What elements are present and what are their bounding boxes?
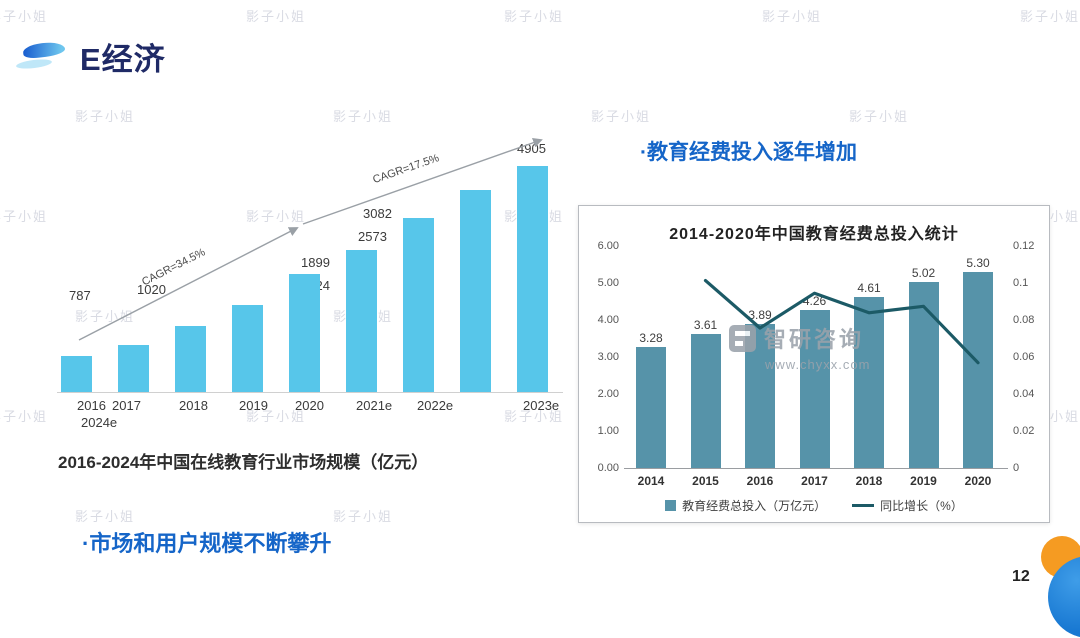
watermark-text: 影子小姐 — [1020, 9, 1080, 24]
market-x-tick: 2018 — [179, 398, 208, 413]
watermark-text: 影子小姐 — [246, 9, 307, 24]
edu-bar — [636, 346, 666, 468]
edu-chart-title: 2014-2020年中国教育经费总投入统计 — [669, 226, 959, 243]
bullet-funding-growth: ·教育经费投入逐年增加 — [640, 141, 857, 164]
chart-legend: 教育经费总投入（万亿元） 同比增长（%） — [579, 497, 1049, 514]
edu-bar-value: 4.26 — [802, 294, 827, 309]
legend-line-swatch — [852, 504, 875, 507]
market-bar — [403, 218, 434, 392]
edu-bar — [963, 271, 993, 468]
market-bar-value: 4905 — [517, 141, 546, 156]
watermark-text: 影子小姐 — [591, 109, 652, 124]
edu-x-tick: 2014 — [637, 474, 665, 488]
edu-left-axis-tick: 1.00 — [597, 425, 619, 437]
market-x-axis-line — [57, 392, 563, 393]
swoosh-underline-icon — [15, 57, 53, 71]
edu-left-axis-tick: 4.00 — [597, 314, 619, 326]
market-bar-value: 1020 — [137, 282, 166, 297]
edu-bar-value: 3.61 — [693, 318, 718, 333]
edu-right-axis-tick: 0.08 — [1013, 314, 1035, 326]
edu-funding-chart: 2014-2020年中国教育经费总投入统计 6.00 5.00 4.00 3.00 2.… — [578, 205, 1050, 523]
edu-x-tick: 2016 — [746, 474, 774, 488]
legend-item-line: 同比增长（%） — [852, 497, 963, 514]
market-bar — [118, 345, 149, 392]
watermark-text: 影子小姐 — [0, 209, 49, 224]
watermark-text: 影子小姐 — [849, 109, 910, 124]
market-bar — [517, 166, 548, 392]
edu-left-axis-tick: 2.00 — [597, 388, 619, 400]
source-url: www.chyxx.com — [765, 357, 871, 372]
edu-bar-value: 3.28 — [639, 330, 663, 345]
watermark-text: 影子小姐 — [75, 509, 136, 524]
market-x-tick: 2022e — [417, 398, 454, 413]
watermark-text: 影子小姐 — [333, 509, 394, 524]
market-x-tick: 2024e — [81, 415, 118, 430]
market-chart: 7871020142418992573308237824393490520162… — [55, 130, 575, 432]
edu-left-axis-tick: 0.00 — [597, 462, 619, 474]
slide-title-icon — [15, 40, 72, 74]
page-title: E经济 — [80, 42, 166, 77]
watermark-text: 影子小姐 — [75, 109, 136, 124]
edu-x-tick: 2018 — [855, 474, 883, 488]
edu-x-tick: 2020 — [964, 474, 992, 488]
market-x-tick: 2020 — [295, 398, 324, 413]
legend-bar-label: 教育经费总投入（万亿元） — [682, 499, 827, 513]
market-bar-value: 2573 — [358, 229, 387, 244]
legend-bar-swatch — [665, 500, 677, 511]
edu-right-axis-tick: 0.1 — [1013, 277, 1029, 289]
market-x-tick: 2021e — [356, 398, 393, 413]
legend-line-label: 同比增长（%） — [880, 499, 963, 513]
market-chart-bars: 7871020142418992573308237824393490520162… — [55, 130, 575, 432]
market-bar — [346, 250, 377, 392]
watermark-text: 影子小姐 — [0, 9, 49, 24]
market-bar — [232, 305, 263, 392]
edu-left-axis-tick: 6.00 — [597, 240, 619, 252]
market-x-tick: 2023e — [523, 398, 560, 413]
edu-right-axis-tick: 0.12 — [1013, 240, 1035, 252]
edu-bar-value: 4.61 — [857, 281, 881, 296]
edu-x-tick: 2015 — [692, 474, 719, 488]
market-bar-value: 3082 — [363, 206, 392, 221]
market-bar — [460, 190, 491, 392]
edu-left-axis-tick: 3.00 — [597, 351, 619, 363]
market-bar-value: 1899 — [301, 255, 330, 270]
edu-bar-value: 3.89 — [748, 308, 772, 323]
market-bar-value: 787 — [69, 288, 91, 303]
bullet-market-growth: ·市场和用户规模不断攀升 — [82, 531, 332, 556]
market-chart-caption: 2016-2024年中国在线教育行业市场规模（亿元） — [58, 453, 429, 472]
market-bar — [289, 274, 320, 392]
source-watermark: 智研咨询 www.chyxx.com — [729, 322, 870, 372]
edu-right-axis-tick: 0.04 — [1013, 388, 1035, 400]
market-bar — [61, 356, 92, 392]
legend-item-bar: 教育经费总投入（万亿元） — [665, 497, 826, 514]
market-x-tick: 2016 — [77, 398, 106, 413]
edu-bar — [690, 334, 721, 468]
source-brand: 智研咨询 — [764, 327, 865, 352]
edu-left-axis-tick: 5.00 — [597, 277, 619, 289]
watermark-text: 影子小姐 — [762, 9, 823, 24]
page-number: 12 — [1012, 568, 1030, 585]
market-bar — [175, 326, 206, 392]
edu-right-axis-tick: 0 — [1013, 462, 1020, 474]
edu-right-axis-tick: 0.02 — [1013, 425, 1035, 437]
swoosh-icon — [22, 40, 66, 60]
edu-bar — [908, 282, 939, 468]
edu-bar-value: 5.30 — [966, 255, 990, 270]
market-x-tick: 2017 — [112, 398, 141, 413]
watermark-text: 影子小姐 — [333, 109, 394, 124]
edu-x-axis-line — [624, 468, 1008, 469]
market-x-tick: 2019 — [239, 398, 268, 413]
edu-right-axis-tick: 0.06 — [1013, 351, 1035, 363]
edu-x-tick: 2019 — [910, 474, 937, 488]
watermark-text: 影子小姐 — [0, 409, 49, 424]
zhiyan-logo-icon — [729, 324, 756, 352]
watermark-text: 影子小姐 — [504, 9, 565, 24]
edu-x-tick: 2017 — [801, 474, 828, 488]
edu-bar-value: 5.02 — [911, 266, 936, 281]
